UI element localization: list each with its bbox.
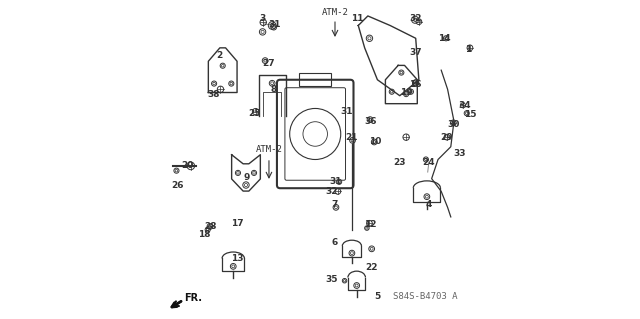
Text: 4: 4: [425, 200, 431, 209]
Text: 5: 5: [374, 292, 381, 301]
Text: 17: 17: [232, 219, 244, 228]
Text: 34: 34: [458, 101, 471, 110]
Text: 21: 21: [346, 133, 358, 142]
Text: 31: 31: [330, 177, 342, 186]
Text: 36: 36: [364, 117, 377, 126]
Text: 24: 24: [422, 158, 435, 167]
Text: 19: 19: [400, 88, 412, 97]
Bar: [300, 73, 331, 86]
Text: 14: 14: [438, 34, 451, 43]
Text: ATM-2: ATM-2: [255, 145, 282, 154]
Text: 30: 30: [448, 120, 460, 129]
Text: 35: 35: [325, 275, 337, 284]
Text: 7: 7: [331, 200, 337, 209]
Text: 9: 9: [243, 173, 250, 182]
Text: 31: 31: [268, 20, 281, 29]
Text: 32: 32: [410, 14, 422, 23]
Text: 33: 33: [454, 149, 466, 158]
Text: 12: 12: [364, 220, 377, 229]
Text: 22: 22: [365, 263, 378, 272]
Text: 29: 29: [441, 133, 453, 142]
Text: ATM-2: ATM-2: [321, 8, 348, 17]
Text: 37: 37: [410, 48, 422, 57]
Text: 6: 6: [332, 238, 337, 247]
Text: 20: 20: [180, 161, 193, 170]
FancyArrowPatch shape: [172, 301, 181, 307]
Text: 10: 10: [369, 137, 381, 146]
Text: 2: 2: [216, 51, 223, 60]
Text: 25: 25: [248, 109, 261, 118]
Text: 26: 26: [171, 181, 184, 189]
Text: S84S-B4703 A: S84S-B4703 A: [393, 292, 458, 301]
Text: 32: 32: [326, 187, 338, 196]
Text: FR.: FR.: [184, 293, 202, 303]
Text: 1: 1: [465, 45, 472, 54]
Text: 16: 16: [410, 80, 422, 89]
Text: 18: 18: [198, 230, 211, 239]
Text: 3: 3: [259, 14, 266, 23]
Text: 8: 8: [271, 85, 277, 94]
Text: 31: 31: [340, 107, 353, 116]
Text: 23: 23: [394, 158, 406, 167]
Text: 11: 11: [351, 14, 364, 23]
Text: 13: 13: [231, 254, 243, 263]
Text: 27: 27: [262, 59, 275, 68]
Text: 28: 28: [205, 222, 217, 231]
Text: 15: 15: [464, 110, 477, 119]
Text: 38: 38: [208, 90, 220, 99]
